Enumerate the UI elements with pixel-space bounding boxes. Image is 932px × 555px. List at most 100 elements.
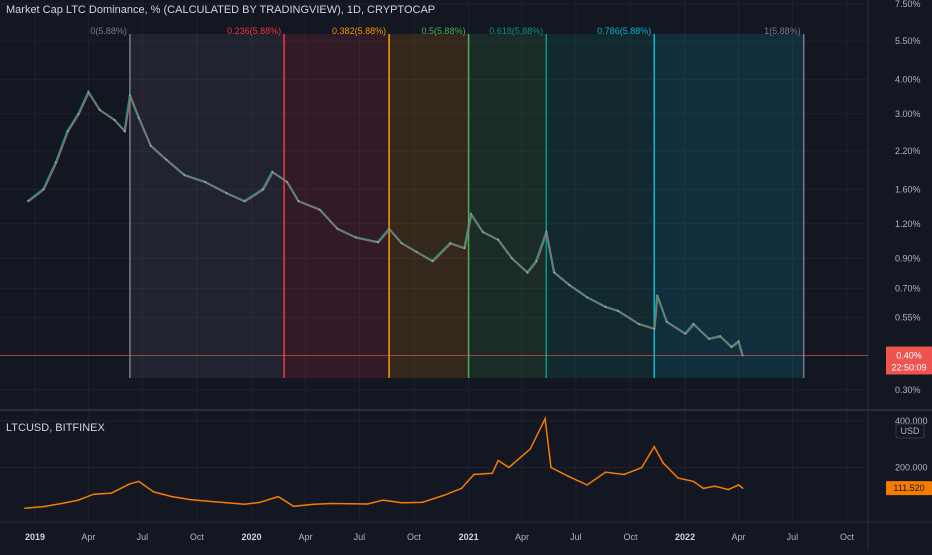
ltcusd-point [653,445,656,448]
ltcusd-point [77,499,80,501]
x-tick-label: Apr [298,532,312,542]
ltcusd-point [382,499,384,501]
ltcusd-point [292,505,295,508]
ltcusd-point [460,487,463,490]
dominance-point [123,130,126,132]
dominance-point [510,257,513,260]
dominance-point [637,323,640,325]
ltcusd-point [702,487,705,490]
dominance-point [149,144,152,147]
ltcusd-point [225,502,228,504]
main-y-tick-label: 1.20% [895,219,921,229]
ltcusd-point [312,503,315,506]
fib-level-label: 0.5(5.88%) [422,26,466,36]
fib-zone-fill [284,34,390,378]
dominance-point [26,200,29,202]
dominance-point [225,192,228,194]
ltcusd-point [640,466,643,469]
x-tick-label: Jul [570,532,582,542]
last-value-label: 0.40% [896,351,922,361]
ltcusd-point [662,462,664,464]
unit-label: USD [900,426,920,436]
ltcusd-point [544,417,546,420]
dominance-point [431,260,434,262]
dominance-point [129,94,131,97]
dominance-point [318,208,321,211]
dominance-point [719,335,721,338]
dominance-point [376,241,379,243]
ltcusd-point [400,502,403,504]
dominance-point [42,188,45,191]
fib-zone-fill [654,34,804,378]
sub-last-value-badge [886,481,932,496]
ltcusd-point [529,448,532,450]
main-y-tick-label: 5.50% [895,36,921,46]
ltcusd-point [550,466,552,469]
dominance-point [665,320,668,323]
ltcusd-point [42,505,45,508]
dominance-point [77,112,80,115]
main-chart-title: Market Cap LTC Dominance, % (CALCULATED … [6,4,436,16]
ltcusd-point [110,492,113,494]
x-tick-label: Jul [354,532,366,542]
dominance-point [653,327,656,330]
fib-level-label: 0.382(5.88%) [332,26,386,36]
x-tick-label: Apr [81,532,95,542]
dominance-point [535,260,538,262]
x-tick-label: 2022 [675,532,695,542]
fib-zone-fill [546,34,655,378]
ltcusd-point [137,480,140,483]
dominance-point [586,296,589,299]
dominance-point [684,332,686,335]
fib-level-label: 0.786(5.88%) [597,26,651,36]
dominance-point [415,250,418,253]
ltcusd-point [277,495,279,498]
fib-zone-fill [389,34,469,378]
ltcusd-point [129,482,131,485]
ltcusd-point [421,501,424,504]
ltcusd-point [713,485,716,487]
x-tick-label: 2020 [241,532,261,542]
dominance-point [66,130,69,132]
ltcusd-point [508,466,510,469]
fib-zone-fill [129,34,285,378]
countdown-label: 22:50:09 [891,363,926,373]
dominance-point [286,181,288,183]
dominance-point [497,238,500,241]
main-y-tick-label: 0.30% [895,385,921,395]
dominance-point [730,345,733,348]
dominance-point [568,284,571,286]
main-y-tick-label: 3.00% [895,109,921,119]
dominance-point [336,227,339,230]
dominance-point [463,247,466,249]
dominance-point [656,294,659,297]
ltcusd-point [727,488,730,491]
sub-y-tick-label: 400.000 [895,416,928,426]
x-tick-label: 2021 [459,532,479,542]
x-tick-label: Oct [407,532,422,542]
fib-level-label: 0(5.88%) [90,26,127,36]
ltcusd-point [349,502,351,505]
x-tick-label: 2019 [25,532,45,542]
ltcusd-point [60,502,63,505]
ltcusd-point [243,503,246,506]
ltcusd-point [366,503,369,505]
dominance-point [604,305,607,308]
dominance-point [87,91,90,93]
main-y-tick-label: 2.20% [895,146,921,156]
dominance-point [400,242,403,245]
dominance-point [271,170,274,173]
x-tick-label: Apr [731,532,745,542]
ltcusd-point [152,491,155,493]
dominance-point [183,174,186,177]
dominance-point [449,242,452,245]
dominance-point [354,236,357,239]
x-tick-label: Jul [137,532,149,542]
dominance-point [54,161,57,164]
dominance-point [137,117,140,119]
dominance-series-down [28,91,744,357]
sub-chart-title: LTCUSD, BITFINEX [6,422,105,434]
